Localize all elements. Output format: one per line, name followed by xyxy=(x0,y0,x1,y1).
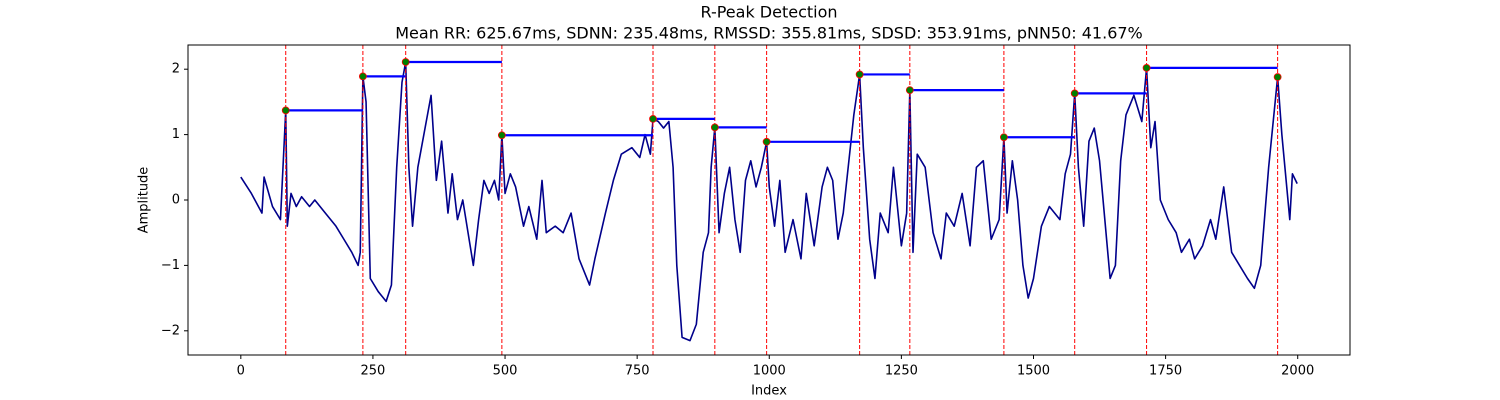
x-tick-label: 1250 xyxy=(885,364,918,379)
axes-frame xyxy=(187,44,1351,356)
x-tick-label: 0 xyxy=(237,364,245,379)
y-tick-label: 2 xyxy=(172,62,180,77)
x-tick-label: 1500 xyxy=(1017,364,1050,379)
x-tick-label: 2000 xyxy=(1281,364,1314,379)
y-tick-label: 1 xyxy=(172,127,180,142)
peak-point xyxy=(281,106,290,115)
y-tick-label: −2 xyxy=(161,323,180,338)
plot-area xyxy=(240,45,1298,355)
y-tick-label: −1 xyxy=(161,258,180,273)
y-axis-label: Amplitude xyxy=(137,167,152,234)
x-tick-label: 1750 xyxy=(1149,364,1182,379)
chart-subtitle: Mean RR: 625.67ms, SDNN: 235.48ms, RMSSD… xyxy=(395,24,1143,43)
peak-point xyxy=(855,70,864,79)
peak-point xyxy=(710,123,719,132)
peak-point xyxy=(1142,63,1151,72)
x-tick-label: 250 xyxy=(361,364,386,379)
peak-point xyxy=(497,131,506,140)
peak-point xyxy=(649,115,657,123)
peak-point xyxy=(1273,73,1282,81)
chart-title: R-Peak Detection xyxy=(700,3,837,22)
x-tick-label: 750 xyxy=(625,364,650,379)
y-tick-label: 0 xyxy=(172,193,180,208)
peak-point xyxy=(762,137,771,146)
x-tick-label: 500 xyxy=(493,364,518,379)
x-tick-label: 1000 xyxy=(753,364,786,379)
peak-point xyxy=(999,133,1008,142)
x-axis-label: Index xyxy=(751,384,787,399)
peak-point xyxy=(358,72,367,81)
signal-line xyxy=(240,61,1298,342)
peak-point xyxy=(401,58,410,66)
peak-point xyxy=(1070,89,1079,98)
peak-point xyxy=(905,86,914,95)
